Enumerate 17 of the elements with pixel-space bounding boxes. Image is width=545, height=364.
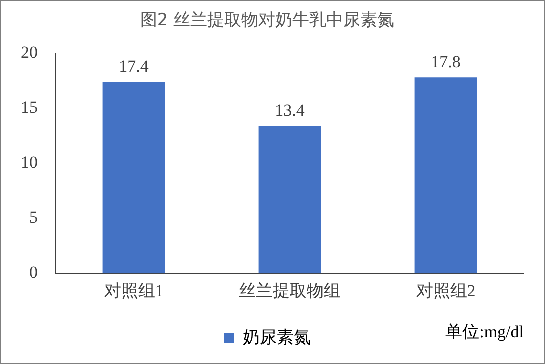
legend-label: 奶尿素氮 (242, 328, 311, 347)
x-tick-label: 丝兰提取物组 (239, 281, 341, 300)
y-tick-label: 10 (21, 152, 38, 172)
text: 单位:mg/dl (446, 322, 524, 342)
x-tick-label: 对照组2 (416, 281, 476, 300)
bar (414, 78, 478, 274)
bar (258, 126, 322, 274)
y-tick-label: 0 (30, 263, 38, 282)
data-label: 13.4 (275, 101, 306, 120)
data-label: 17.8 (431, 52, 461, 72)
bar (102, 82, 166, 274)
y-tick-label: 5 (30, 208, 38, 228)
x-tick-label: 对照组1 (104, 281, 164, 300)
chart-title: 图2 丝兰提取物对奶牛乳中尿素氮 (140, 10, 395, 31)
y-tick-label: 20 (21, 42, 38, 62)
y-tick-label: 15 (21, 98, 38, 117)
data-label: 17.4 (119, 56, 150, 76)
